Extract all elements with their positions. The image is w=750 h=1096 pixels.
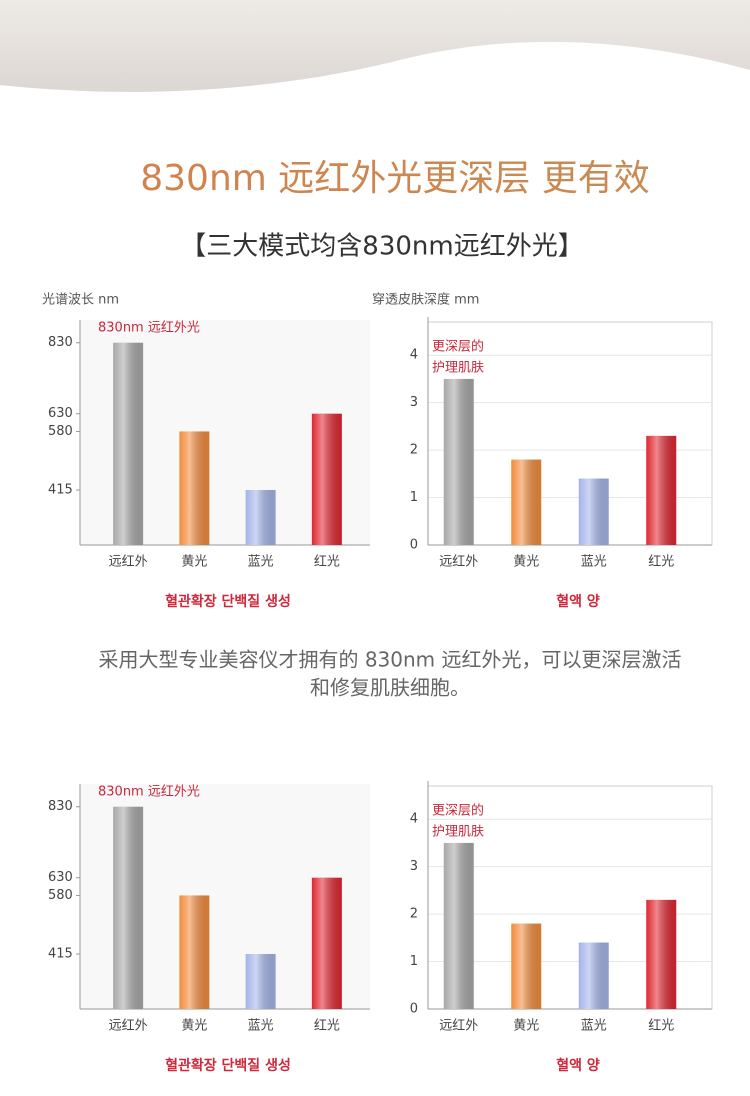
description-line: 和修复肌肤细胞。 (310, 676, 470, 700)
x-tick-label: 黄光 (181, 1019, 207, 1034)
annotation: 更深层的 (432, 339, 484, 355)
description-line: 采用大型专业美容仪才拥有的 830nm 远红外光，可以更深层激活 (98, 648, 681, 672)
bar-sheen (443, 842, 474, 1009)
page-title: 830nm 远红外光更深层 更有效 (140, 158, 650, 199)
bar-sheen (245, 490, 276, 545)
x-tick-label: 远红外 (109, 1018, 148, 1034)
bar-sheen (511, 459, 542, 545)
y-tick-label: 2 (410, 443, 418, 458)
bar-sheen (578, 478, 609, 545)
y-tick-label: 630 (48, 870, 73, 885)
y-tick-label: 1 (410, 490, 418, 505)
annotation: 更深层的 (432, 803, 484, 819)
x-tick-label: 黄光 (513, 555, 539, 570)
y-tick-label: 830 (48, 335, 73, 350)
chart-caption: 혈관확장 단백질 생성 (165, 593, 291, 610)
x-tick-label: 红光 (648, 1018, 674, 1034)
y-tick-label: 580 (48, 424, 73, 439)
y-tick-label: 580 (48, 888, 73, 903)
y-tick-label: 4 (410, 348, 418, 363)
x-tick-label: 蓝光 (248, 555, 274, 570)
annotation: 830nm 远红外光 (98, 320, 200, 336)
x-tick-label: 蓝光 (581, 555, 607, 570)
x-tick-label: 远红外 (439, 1018, 478, 1034)
annotation: 护理肌肤 (432, 825, 484, 840)
y-tick-label: 415 (48, 483, 73, 498)
x-tick-label: 红光 (314, 1018, 340, 1034)
bar-sheen (578, 942, 609, 1009)
x-tick-label: 红光 (314, 554, 340, 570)
y-tick-label: 415 (48, 947, 73, 962)
y-tick-label: 4 (410, 812, 418, 827)
bar-sheen (113, 342, 144, 545)
y-tick-label: 630 (48, 406, 73, 421)
bar-sheen (179, 431, 210, 545)
bar-sheen (113, 806, 144, 1009)
x-tick-label: 蓝光 (248, 1019, 274, 1034)
y-tick-label: 830 (48, 799, 73, 814)
y-tick-label: 2 (410, 907, 418, 922)
bar-sheen (311, 413, 342, 545)
y-tick-label: 0 (410, 538, 418, 553)
bar-sheen (179, 895, 210, 1009)
y-axis-label: 光谱波长 nm (42, 293, 119, 308)
page-subtitle: 【三大模式均含830nm远红外光】 (180, 232, 583, 262)
x-tick-label: 黄光 (513, 1019, 539, 1034)
chart-caption: 혈액 양 (556, 593, 600, 610)
x-tick-label: 远红外 (439, 554, 478, 570)
annotation: 830nm 远红外光 (98, 784, 200, 800)
bar-sheen (311, 877, 342, 1009)
x-tick-label: 红光 (648, 554, 674, 570)
y-axis-label: 穿透皮肤深度 mm (372, 292, 479, 308)
x-tick-label: 黄光 (181, 555, 207, 570)
banner-wave (0, 0, 750, 92)
chart-caption: 혈관확장 단백질 생성 (165, 1057, 291, 1074)
x-tick-label: 远红外 (109, 554, 148, 570)
bar-sheen (511, 923, 542, 1009)
bar-sheen (646, 435, 677, 545)
chart-caption: 혈액 양 (556, 1057, 600, 1074)
y-tick-label: 1 (410, 954, 418, 969)
y-tick-label: 3 (410, 859, 418, 874)
y-tick-label: 0 (410, 1002, 418, 1017)
y-tick-label: 3 (410, 395, 418, 410)
bar-sheen (245, 954, 276, 1009)
annotation: 护理肌肤 (432, 361, 484, 376)
x-tick-label: 蓝光 (581, 1019, 607, 1034)
bar-sheen (443, 378, 474, 545)
bar-sheen (646, 899, 677, 1009)
